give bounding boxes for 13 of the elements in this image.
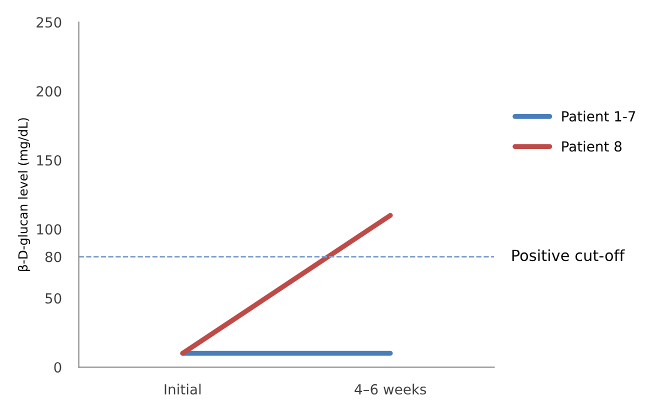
y-tick-label: 50 — [46, 293, 62, 304]
y-axis-title: β-D-glucan level (mg/dL) — [18, 118, 30, 272]
legend-label: Patient 1-7 — [562, 110, 636, 122]
x-tick-label: Initial — [164, 384, 201, 395]
legend-label: Patient 8 — [562, 140, 622, 152]
y-tick-label: 100 — [37, 224, 62, 235]
y-tick-label: 80 — [45, 252, 62, 262]
y-tick-label: 200 — [36, 86, 62, 97]
y-tick-label: 0 — [54, 362, 62, 373]
ref-line-label: Positive cut-off — [512, 249, 625, 262]
y-tick-label: 250 — [36, 17, 62, 28]
x-tick-label: 4–6 weeks — [354, 384, 426, 395]
y-tick-label: 150 — [37, 155, 62, 166]
